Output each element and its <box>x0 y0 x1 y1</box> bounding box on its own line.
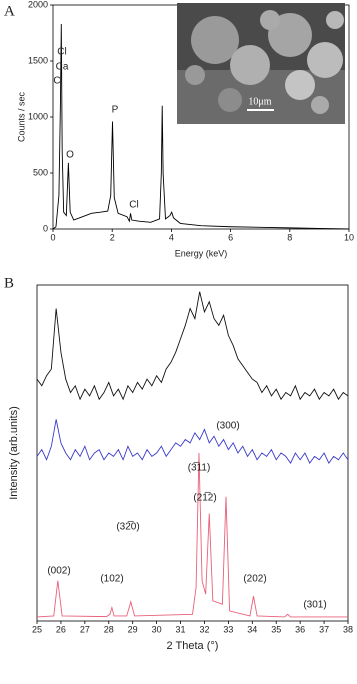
x-tick-label: 37 <box>319 624 329 634</box>
peak-annotation: (32̅0) <box>116 521 139 533</box>
panel-label: B <box>4 275 14 291</box>
sem-inset: 10μm <box>177 3 345 124</box>
data-line <box>52 24 350 230</box>
y-tick-label: 2000 <box>28 0 48 9</box>
x-tick-label: 32 <box>199 624 209 634</box>
panel-label: A <box>4 3 15 19</box>
x-tick-label: 30 <box>152 624 162 634</box>
y-tick-label: 0 <box>43 223 48 233</box>
peak-annotation: Cl <box>57 47 66 58</box>
y-tick-label: 1500 <box>28 55 48 65</box>
peak-annotation: Cl <box>129 200 138 211</box>
peak-annotation: (002) <box>47 566 70 577</box>
peak-annotation: Ca <box>56 62 69 73</box>
y-tick-label: 1000 <box>28 111 48 121</box>
peak-annotation: (21̅2) <box>193 492 216 504</box>
peak-annotation: O <box>66 150 74 161</box>
y-axis-label: Counts / sec <box>16 91 26 142</box>
x-tick-label: 27 <box>80 624 90 634</box>
x-tick-label: 38 <box>343 624 353 634</box>
x-tick-label: 25 <box>32 624 42 634</box>
data-line <box>36 419 349 464</box>
data-line <box>36 452 348 618</box>
y-axis-label: Intensity (arb.units) <box>8 406 20 500</box>
scale-bar-label: 10μm <box>248 96 271 107</box>
peak-annotation: (102) <box>100 574 123 585</box>
peak-annotation: (202) <box>243 574 266 585</box>
x-tick-label: 33 <box>223 624 233 634</box>
x-tick-label: 29 <box>128 624 138 634</box>
peak-annotation: C <box>53 76 60 87</box>
plot-frame <box>36 284 349 622</box>
peak-annotation: (300) <box>216 421 239 432</box>
x-tick-label: 6 <box>228 232 233 242</box>
x-tick-label: 28 <box>104 624 114 634</box>
x-tick-label: 8 <box>287 232 292 242</box>
x-axis-label: 2 Theta (°) <box>167 640 219 652</box>
x-tick-label: 4 <box>169 232 174 242</box>
x-tick-label: 31 <box>176 624 186 634</box>
x-tick-label: 34 <box>247 624 257 634</box>
peak-annotation: P <box>112 105 119 116</box>
data-line <box>36 291 349 401</box>
y-tick-label: 500 <box>33 167 48 177</box>
x-axis-label: Energy (keV) <box>175 248 228 258</box>
peak-annotation: (301) <box>303 600 326 611</box>
x-tick-label: 36 <box>295 624 305 634</box>
peak-annotation: (3̅11) <box>188 462 211 474</box>
x-tick-label: 35 <box>271 624 281 634</box>
x-tick-label: 10 <box>344 232 354 242</box>
x-tick-label: 0 <box>50 232 55 242</box>
x-tick-label: 2 <box>110 232 115 242</box>
x-tick-label: 26 <box>56 624 66 634</box>
